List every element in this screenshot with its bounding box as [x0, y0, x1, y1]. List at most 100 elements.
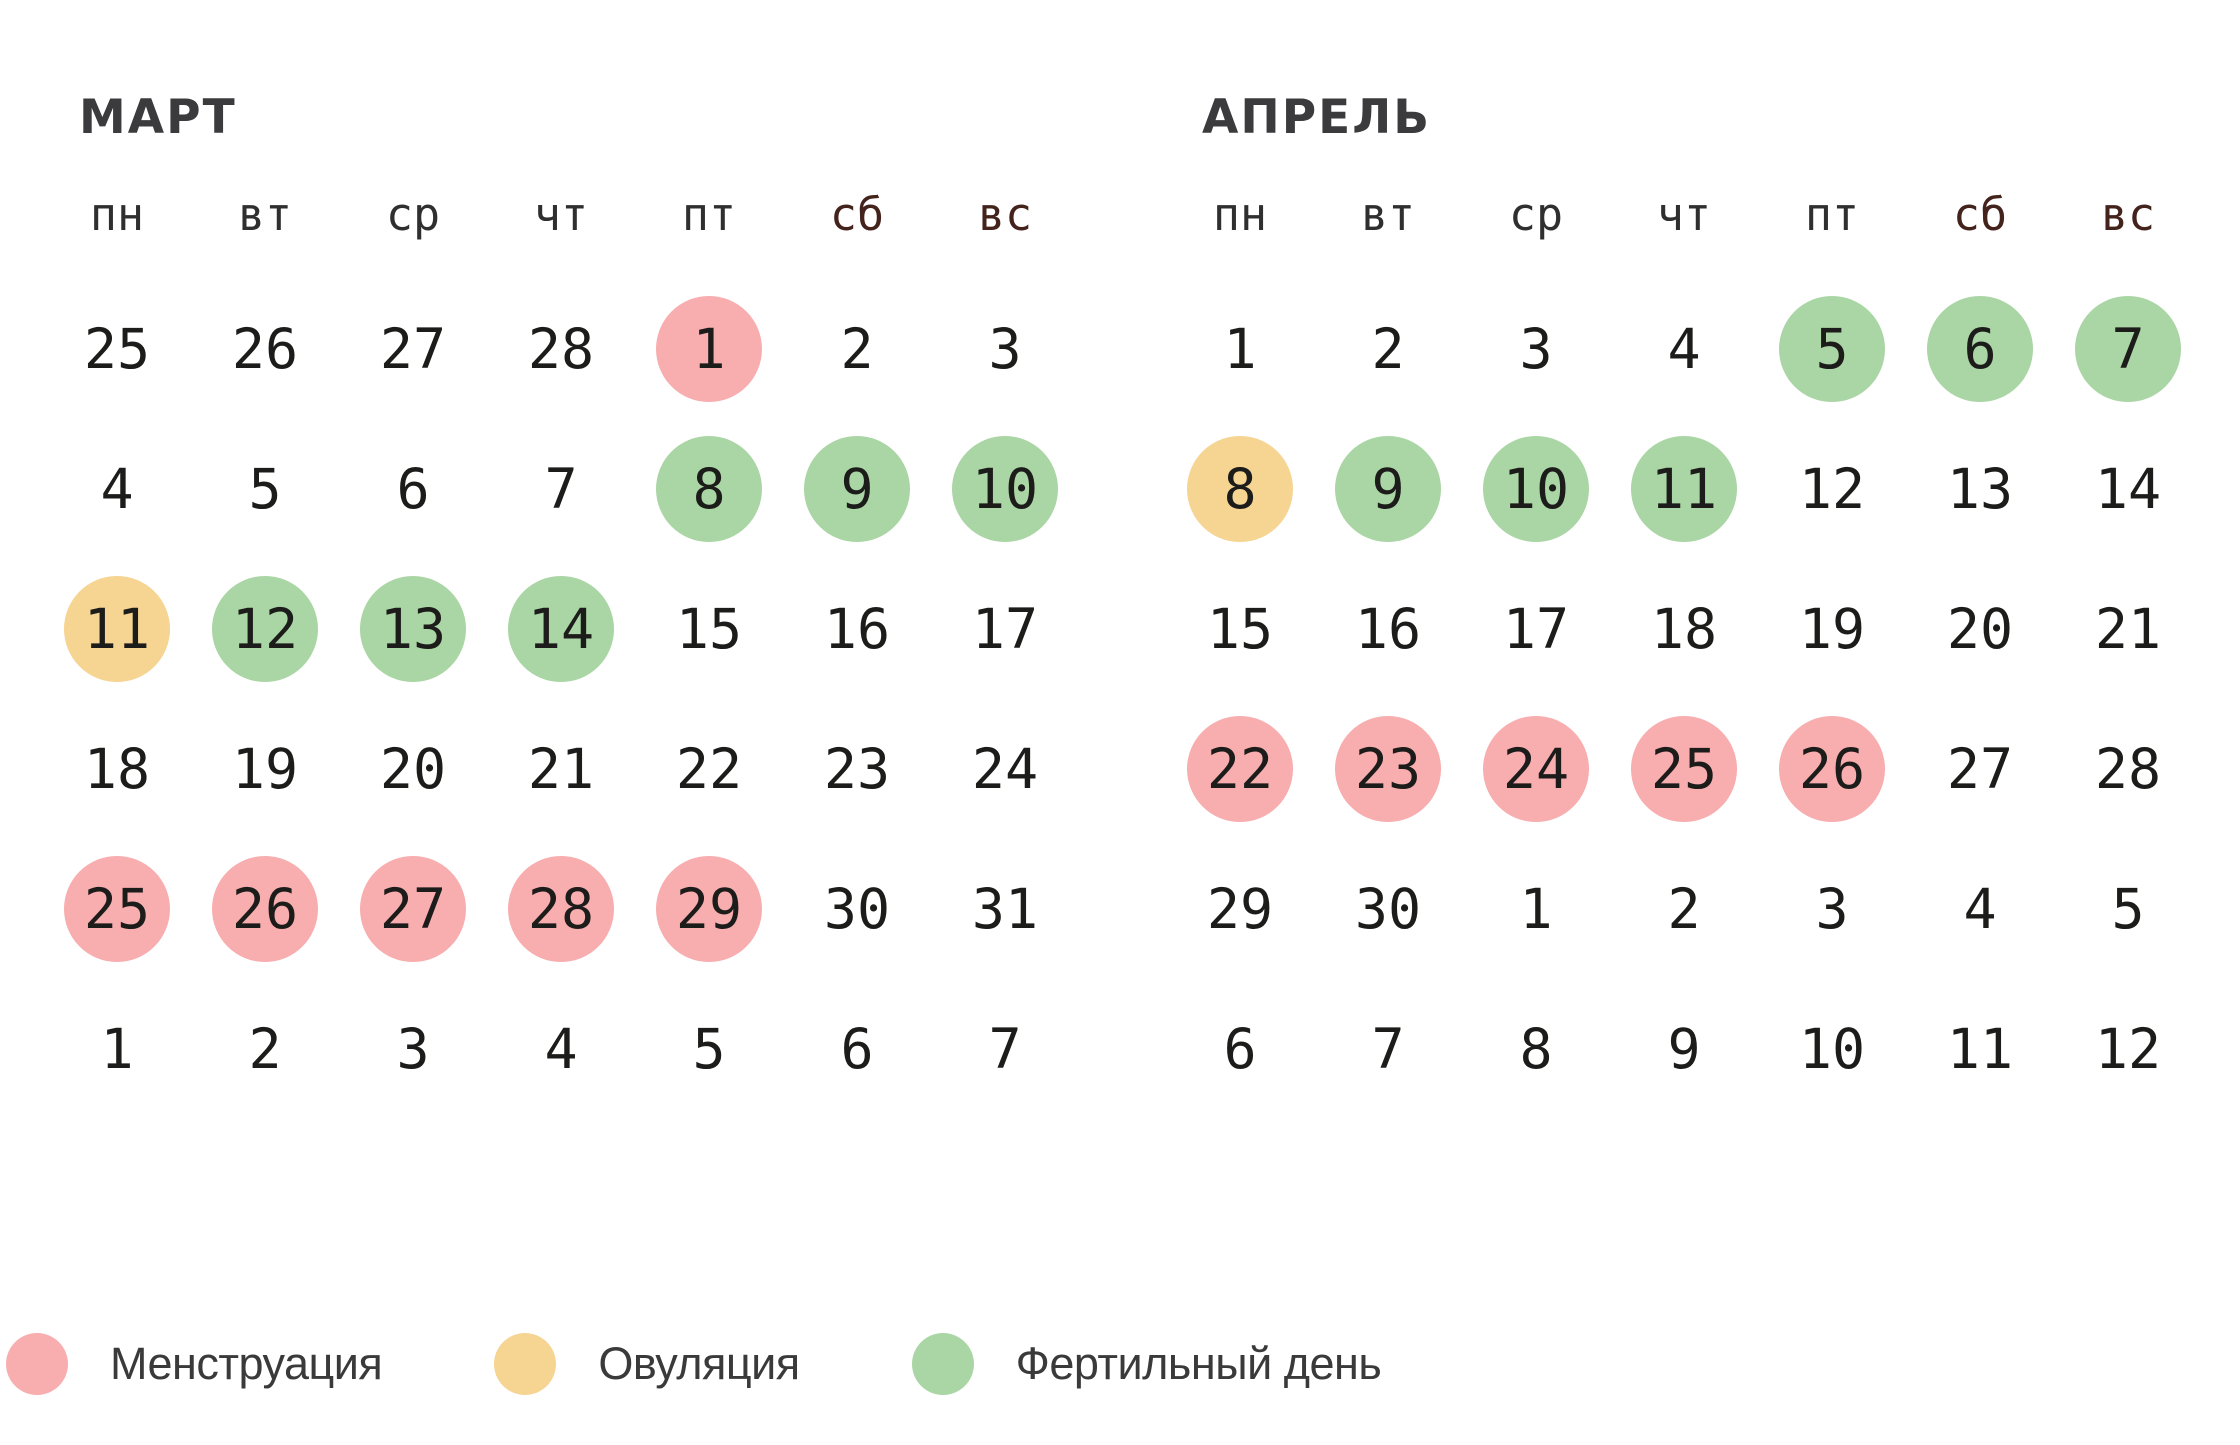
day-cell: 28 — [487, 839, 635, 979]
week-row: 8 9 10 11 12 13 14 — [1166, 419, 2202, 559]
day-cell: 7 — [931, 979, 1079, 1119]
day-menstruation-badge: 27 — [360, 856, 466, 962]
day-number: 25 — [83, 317, 151, 381]
day-number: 11 — [1946, 1017, 2014, 1081]
menstruation-color-dot-icon — [6, 1333, 68, 1395]
day-cell: 8 — [635, 419, 783, 559]
day-cell: 5 — [2054, 839, 2202, 979]
day-number: 31 — [971, 877, 1039, 941]
week-row: 6 7 8 9 10 11 12 — [1166, 979, 2202, 1119]
day-cell: 12 — [2054, 979, 2202, 1119]
day-cell: 21 — [2054, 559, 2202, 699]
day-cell: 3 — [931, 279, 1079, 419]
day-cell: 10 — [1462, 419, 1610, 559]
day-cell: 25 — [43, 839, 191, 979]
day-menstruation-badge: 1 — [656, 296, 762, 402]
day-fertile-badge: 5 — [1779, 296, 1885, 402]
day-cell: 6 — [783, 979, 931, 1119]
day-fertile-badge: 10 — [1483, 436, 1589, 542]
day-cell: 6 — [1166, 979, 1314, 1119]
day-number: 21 — [527, 737, 595, 801]
day-cell: 16 — [1314, 559, 1462, 699]
day-fertile-badge: 12 — [212, 576, 318, 682]
day-number: 1 — [1223, 317, 1257, 381]
month-day-grid: 1 2 3 4 5 6 7 8 9 10 11 12 13 14 15 16 17 18 19 20 21 22 23 24 2… — [1166, 279, 2202, 1119]
month-day-grid: 25 26 27 28 1 2 3 4 5 6 7 8 9 10 11 12 13 14 15 16 17 18 19 20 2… — [43, 279, 1079, 1119]
day-cell: 6 — [339, 419, 487, 559]
day-fertile-badge: 7 — [2075, 296, 2181, 402]
weekday-label: ср — [1508, 187, 1564, 241]
weekday-label: вс — [977, 187, 1033, 241]
day-cell: 15 — [635, 559, 783, 699]
day-cell: 14 — [2054, 419, 2202, 559]
day-cell: 15 — [1166, 559, 1314, 699]
legend-label: Овуляция — [598, 1338, 800, 1389]
weekday-label: сб — [1952, 187, 2008, 241]
day-cell: 4 — [1906, 839, 2054, 979]
day-number: 13 — [1946, 457, 2014, 521]
day-menstruation-badge: 24 — [1483, 716, 1589, 822]
day-cell: 20 — [1906, 559, 2054, 699]
day-number: 17 — [1502, 597, 1570, 661]
week-row: 22 23 24 25 26 27 28 — [1166, 699, 2202, 839]
day-menstruation-badge: 28 — [508, 856, 614, 962]
day-cell: 13 — [1906, 419, 2054, 559]
day-cell: 16 — [783, 559, 931, 699]
weekday-label: пт — [1804, 187, 1860, 241]
day-number: 6 — [840, 1017, 874, 1081]
day-cell: 1 — [43, 979, 191, 1119]
day-cell: 20 — [339, 699, 487, 839]
day-cell: 19 — [1758, 559, 1906, 699]
legend-item-ovulation: Овуляция — [494, 1333, 800, 1395]
legend: Менструация Овуляция Фертильный день — [6, 1333, 1382, 1395]
week-row: 11 12 13 14 15 16 17 — [43, 559, 1079, 699]
day-number: 27 — [1946, 737, 2014, 801]
day-cell: 4 — [43, 419, 191, 559]
day-fertile-badge: 10 — [952, 436, 1058, 542]
day-cell: 10 — [1758, 979, 1906, 1119]
fertile-color-dot-icon — [911, 1333, 974, 1395]
day-cell: 9 — [783, 419, 931, 559]
day-cell: 2 — [1610, 839, 1758, 979]
day-number: 23 — [823, 737, 891, 801]
day-number: 7 — [988, 1017, 1022, 1081]
day-number: 26 — [231, 317, 299, 381]
day-menstruation-badge: 22 — [1187, 716, 1293, 822]
day-cell: 22 — [635, 699, 783, 839]
day-cell: 2 — [1314, 279, 1462, 419]
day-menstruation-badge: 26 — [1779, 716, 1885, 822]
day-cell: 27 — [1906, 699, 2054, 839]
weekday-label: вт — [237, 187, 293, 241]
day-number: 3 — [396, 1017, 430, 1081]
weekday-label: чт — [533, 187, 589, 241]
day-number: 16 — [823, 597, 891, 661]
day-cell: 7 — [2054, 279, 2202, 419]
day-number: 16 — [1354, 597, 1422, 661]
day-cell: 22 — [1166, 699, 1314, 839]
day-number: 18 — [83, 737, 151, 801]
day-number: 7 — [1371, 1017, 1405, 1081]
day-number: 19 — [1798, 597, 1866, 661]
week-row: 15 16 17 18 19 20 21 — [1166, 559, 2202, 699]
day-cell: 17 — [931, 559, 1079, 699]
day-number: 3 — [1519, 317, 1553, 381]
day-number: 4 — [544, 1017, 578, 1081]
week-row: 18 19 20 21 22 23 24 — [43, 699, 1079, 839]
day-cell: 2 — [191, 979, 339, 1119]
day-cell: 28 — [2054, 699, 2202, 839]
day-number: 30 — [1354, 877, 1422, 941]
day-cell: 5 — [1758, 279, 1906, 419]
day-cell: 2 — [783, 279, 931, 419]
day-number: 22 — [675, 737, 743, 801]
day-number: 1 — [1519, 877, 1553, 941]
weekday-label: сб — [829, 187, 885, 241]
day-fertile-badge: 9 — [804, 436, 910, 542]
day-number: 7 — [544, 457, 578, 521]
day-number: 6 — [396, 457, 430, 521]
day-cell: 3 — [339, 979, 487, 1119]
weekday-label: пт — [681, 187, 737, 241]
day-number: 12 — [2094, 1017, 2162, 1081]
day-menstruation-badge: 25 — [1631, 716, 1737, 822]
day-cell: 9 — [1610, 979, 1758, 1119]
